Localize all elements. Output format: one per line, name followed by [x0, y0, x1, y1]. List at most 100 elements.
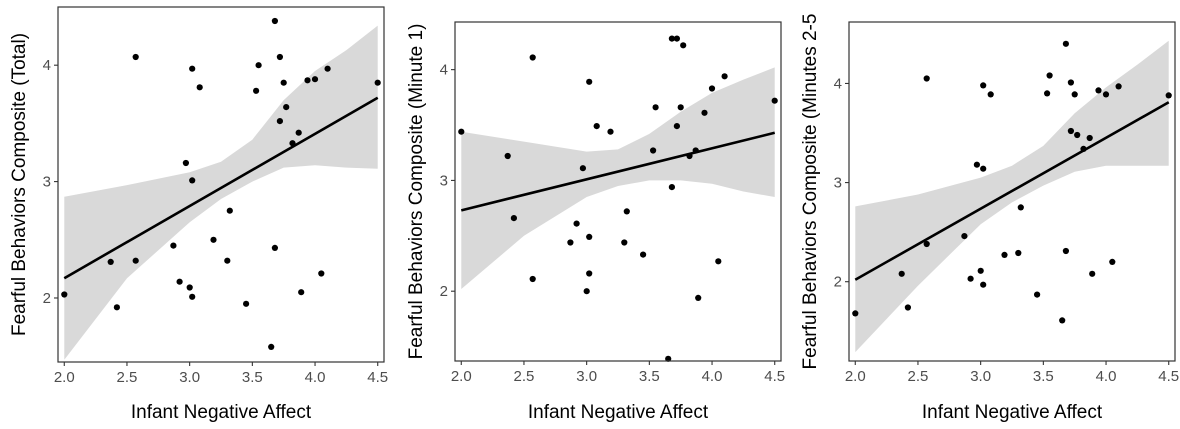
- data-point: [510, 215, 517, 222]
- data-point: [898, 270, 905, 277]
- data-point: [255, 62, 262, 69]
- data-point: [1059, 317, 1066, 324]
- data-point: [189, 65, 196, 72]
- data-point: [182, 159, 189, 167]
- data-point: [852, 310, 859, 317]
- data-point: [1044, 90, 1051, 97]
- data-point: [586, 270, 593, 277]
- data-point: [243, 300, 250, 307]
- data-point: [1034, 291, 1041, 298]
- data-point: [673, 123, 681, 130]
- data-point: [1080, 145, 1087, 152]
- data-point: [271, 244, 278, 251]
- data-point: [1115, 83, 1122, 90]
- data-point: [170, 242, 177, 249]
- data-point: [665, 355, 672, 362]
- x-tick-label: 3.0: [179, 369, 200, 386]
- x-tick-label: 4.5: [367, 369, 388, 386]
- panel-3: 2.0 2.5 3.0 3.5 4.0 4.5 2 3 4 Infant Negative Aff…: [800, 14, 1179, 423]
- x-tick-label: 2.0: [451, 368, 472, 385]
- data-point: [668, 35, 676, 42]
- data-point: [923, 75, 930, 82]
- data-point: [1086, 134, 1093, 142]
- plot-frame: [454, 21, 782, 362]
- data-point: [1071, 91, 1078, 98]
- data-point: [980, 281, 987, 288]
- x-tick-label: 3.0: [970, 368, 991, 385]
- data-point: [176, 278, 183, 285]
- y-axis-title: Fearful Behaviors Composite (Minutes 2-5: [800, 14, 821, 370]
- y-tick-label: 4: [43, 57, 51, 74]
- data-point: [1062, 247, 1069, 255]
- data-point: [196, 84, 203, 91]
- y-axis-title: Fearful Behaviors Composite (Total): [9, 33, 30, 336]
- data-point: [189, 177, 196, 184]
- data-point: [980, 82, 987, 89]
- panel-2: 2.0 2.5 3.0 3.5 4.0 4.5 2 3 4 Infant Negative Aff…: [406, 21, 785, 423]
- data-point: [1074, 131, 1081, 139]
- data-point: [1001, 251, 1008, 258]
- y-tick-label: 2: [834, 274, 842, 291]
- y-tick-label: 3: [440, 172, 448, 189]
- y-tick-label: 4: [440, 62, 448, 79]
- data-point: [283, 104, 290, 111]
- data-point: [1062, 40, 1069, 47]
- x-axis-title: Infant Negative Affect: [528, 402, 709, 423]
- confidence-band: [461, 67, 775, 290]
- data-point: [623, 208, 630, 215]
- data-point: [586, 78, 593, 85]
- x-tick-label: 4.0: [1096, 368, 1117, 385]
- confidence-band: [855, 40, 1169, 353]
- data-point: [715, 258, 722, 265]
- data-point: [311, 76, 319, 83]
- regression-line: [460, 131, 776, 212]
- data-point: [113, 304, 120, 311]
- y-tick-label: 3: [834, 175, 842, 192]
- data-point: [721, 73, 728, 80]
- data-point: [276, 118, 283, 125]
- y-tick-label: 2: [43, 290, 51, 307]
- data-point: [980, 165, 987, 172]
- data-point: [318, 270, 325, 277]
- data-point: [304, 77, 311, 84]
- data-point: [529, 275, 536, 283]
- x-tick-label: 2.0: [54, 369, 75, 386]
- data-point: [621, 239, 628, 246]
- data-point: [579, 165, 587, 172]
- data-point: [132, 53, 139, 61]
- data-point: [923, 240, 930, 248]
- data-point: [640, 251, 647, 258]
- data-point: [374, 79, 381, 86]
- y-tick-label: 3: [43, 174, 51, 191]
- data-point: [458, 128, 465, 135]
- x-tick-label: 3.5: [242, 369, 263, 386]
- data-point: [1067, 79, 1074, 86]
- data-point: [967, 275, 974, 282]
- data-point: [904, 304, 912, 311]
- data-point: [276, 53, 283, 61]
- data-point: [1046, 72, 1053, 79]
- data-point: [1095, 87, 1102, 94]
- x-axis-title: Infant Negative Affect: [131, 402, 312, 423]
- x-tick-label: 4.5: [1158, 368, 1179, 385]
- x-tick-label: 2.5: [514, 368, 535, 385]
- data-point: [1015, 249, 1022, 257]
- x-tick-label: 2.5: [117, 369, 138, 386]
- y-tick-label: 4: [834, 75, 842, 92]
- data-point: [987, 91, 994, 98]
- data-point: [686, 152, 693, 160]
- data-point: [226, 207, 233, 214]
- data-point: [107, 258, 114, 265]
- data-point: [253, 87, 260, 94]
- data-point: [210, 236, 217, 243]
- data-point: [295, 129, 302, 136]
- data-point: [680, 42, 687, 49]
- x-tick-label: 2.0: [845, 368, 866, 385]
- data-point: [186, 284, 193, 291]
- x-tick-label: 4.0: [702, 368, 723, 385]
- data-point: [593, 123, 600, 130]
- y-tick-label: 2: [440, 283, 448, 300]
- x-tick-label: 4.5: [764, 368, 785, 385]
- data-point: [268, 343, 275, 350]
